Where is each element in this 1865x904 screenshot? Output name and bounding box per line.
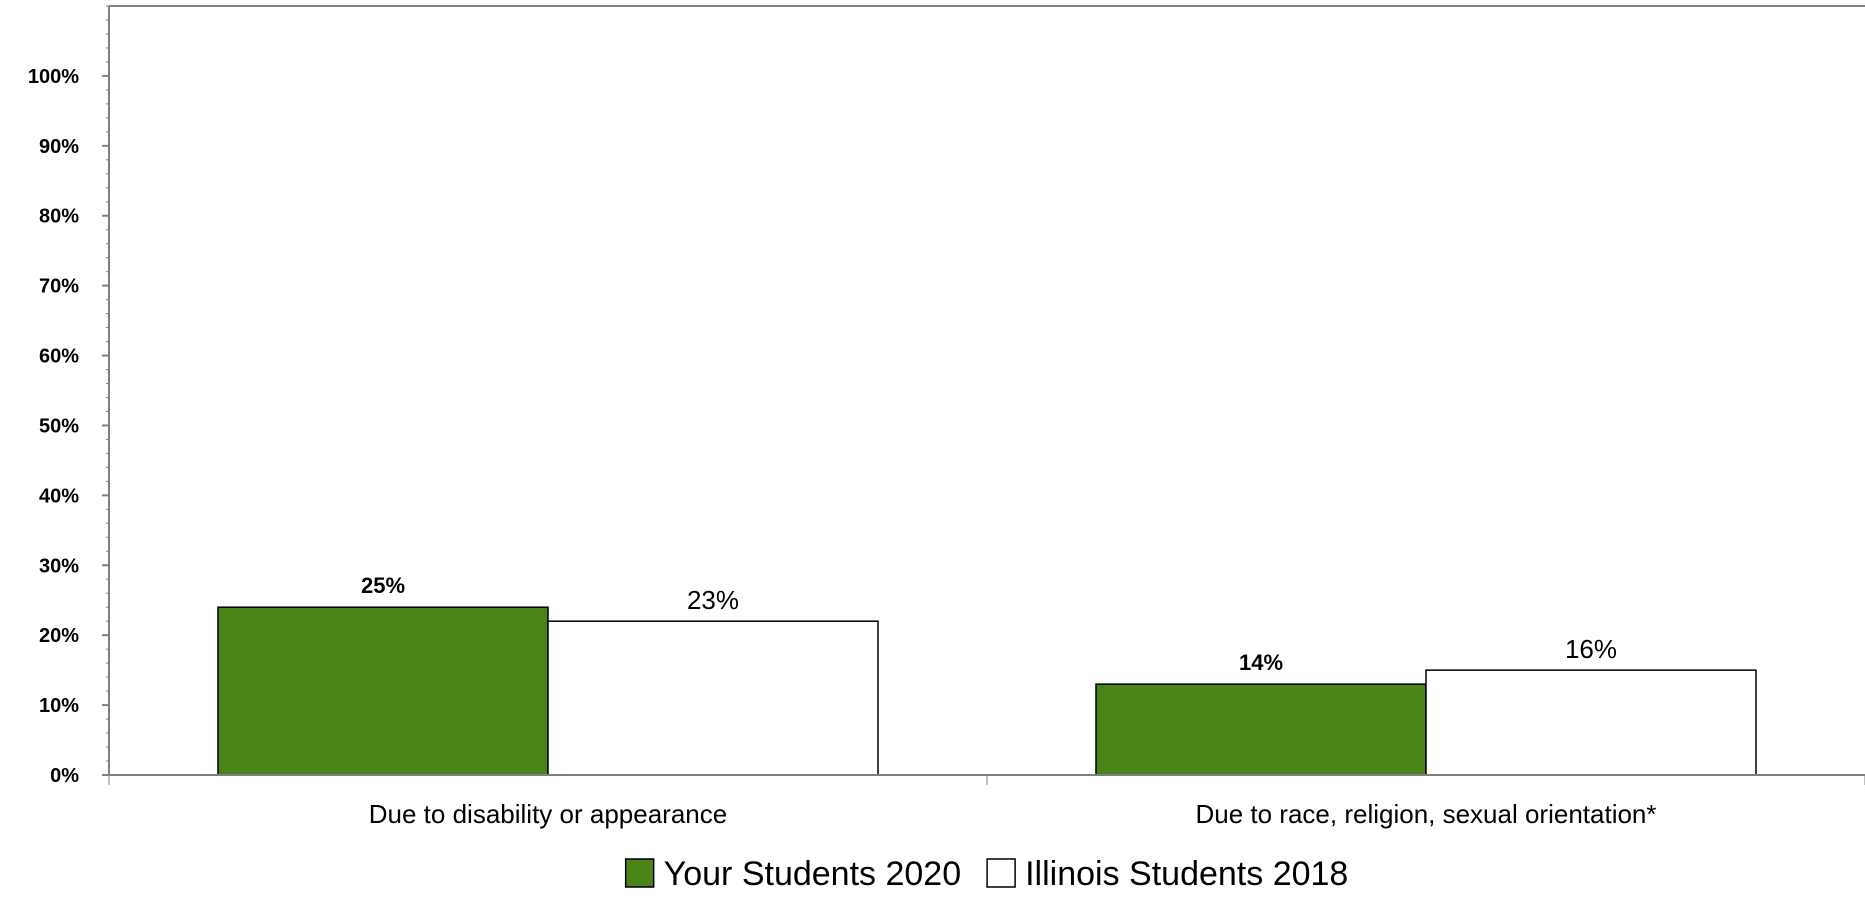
y-tick-label: 50% [39, 415, 79, 437]
y-tick-label: 20% [39, 625, 79, 647]
bar-value-label: 16% [1565, 634, 1617, 664]
y-tick-label: 80% [39, 206, 79, 228]
y-tick-label: 100% [28, 66, 79, 88]
bar [1095, 683, 1427, 776]
y-tick-label: 70% [39, 276, 79, 298]
legend-swatch [624, 858, 655, 888]
y-axis: 0% 10% 20% 30% 40% 50% 60% 70% 80% 90% 100% [28, 5, 110, 787]
y-tick-label: 0% [50, 765, 79, 787]
bar [547, 620, 879, 776]
bars: 25% 23% 14% 16% [217, 573, 1757, 776]
legend-label: Illinois Students 2018 [1025, 855, 1348, 893]
bar [217, 606, 549, 776]
y-tick-label: 60% [39, 346, 79, 368]
legend-swatch [986, 858, 1016, 888]
bar [1425, 669, 1757, 776]
legend-label: Your Students 2020 [664, 855, 961, 893]
x-axis: Due to disability or appearance Due to ra… [108, 774, 1865, 829]
legend-item: Illinois Students 2018 [986, 855, 1348, 893]
y-tick-label: 30% [39, 555, 79, 577]
y-tick-label: 40% [39, 485, 79, 507]
bar-value-label: 25% [361, 573, 405, 598]
x-category-label: Due to disability or appearance [369, 799, 727, 829]
legend-item: Your Students 2020 [624, 855, 961, 893]
bar-value-label: 14% [1239, 650, 1283, 675]
legend: Your Students 2020 Illinois Students 2018 [624, 855, 1348, 893]
y-tick-label: 10% [39, 695, 79, 717]
bar-value-label: 23% [687, 585, 739, 615]
y-tick-label: 90% [39, 136, 79, 158]
x-category-label: Due to race, religion, sexual orientatio… [1195, 799, 1656, 829]
